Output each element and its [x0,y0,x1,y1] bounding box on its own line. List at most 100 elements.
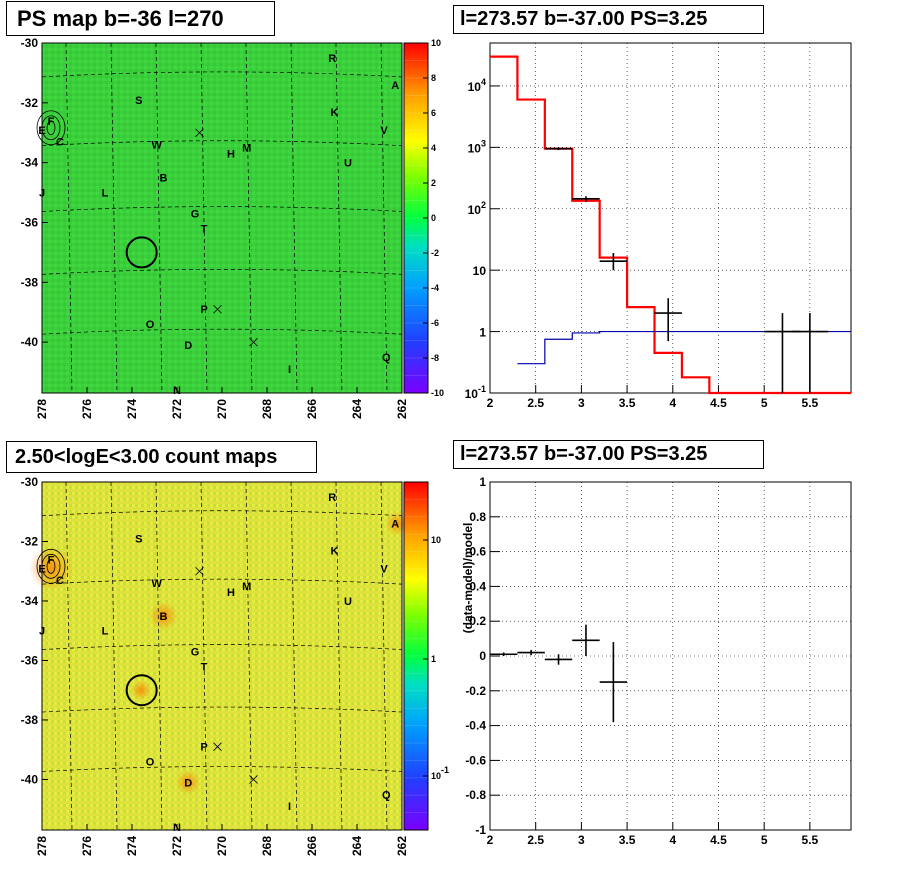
source-label-L: L [102,626,109,638]
bright-region [131,680,151,701]
y-tick-label: -30 [21,36,39,50]
x-tick-label: 276 [80,836,94,856]
x-tick-label: 266 [305,399,319,419]
contour [46,558,56,574]
source-label-C: C [56,137,64,149]
x-tick-label: 2.5 [527,833,544,847]
source-label-U: U [344,158,352,170]
grid-line-lon [335,42,343,394]
y-tick-label: -32 [21,534,39,548]
x-tick-label: 274 [125,399,139,419]
colorbar-tick-label: 10 [431,38,441,48]
source-label-P: P [200,742,207,754]
y-tick-label: -32 [21,96,39,110]
source-label-T: T [201,661,208,673]
x-tick-label: 3 [578,396,585,410]
x-tick-label: 272 [170,836,184,856]
y-tick-label: -40 [21,335,39,349]
source-label-M: M [242,581,251,593]
source-label-R: R [328,492,336,504]
x-tick-label: 4 [669,396,676,410]
bright-region [29,546,73,591]
grid-line-lon [290,42,298,394]
source-label-A: A [391,80,399,92]
x-tick-label: 4 [669,833,676,847]
grid-line-lon [335,481,343,831]
source-label-S: S [135,534,142,546]
grid-line-lon [290,481,298,831]
y-tick-label: -36 [21,653,39,667]
y-tick-label: -36 [21,215,39,229]
background-step-line [517,330,851,365]
source-label-T: T [201,223,208,235]
y-tick-label: 10-1 [465,384,486,401]
x-tick-label: 4.5 [710,833,727,847]
y-tick-label: 0.4 [469,579,486,593]
target-circle [125,236,158,269]
y-tick-label: -34 [21,594,39,608]
contour [46,120,56,136]
y-tick-label: 0.2 [469,614,486,628]
source-label-I: I [288,801,291,813]
source-label-V: V [380,563,388,575]
y-tick-label: -0.6 [465,753,486,767]
source-label-G: G [191,647,200,659]
y-tick-label: -38 [21,275,39,289]
x-tick-label: 5 [761,833,768,847]
contour [36,110,66,146]
y-tick-label: 0 [479,649,486,663]
y-tick-label: 0.6 [469,545,486,559]
y-tick-label: 102 [468,200,486,217]
x-tick-label: 266 [305,836,319,856]
count-map-panel: RASKFEVCWMHUBJLGTPODQIN27827627427227026… [21,475,449,856]
y-tick-label: 10 [473,264,487,278]
x-tick-label: 264 [350,836,364,856]
grid-line-lon [245,481,253,831]
source-cross [195,566,204,576]
source-label-Q: Q [382,789,391,801]
source-label-R: R [328,53,336,65]
x-tick-label: 278 [35,836,49,856]
colorbar-tick-label: 2 [431,178,436,188]
source-cross [249,775,258,784]
source-label-H: H [227,587,235,599]
x-tick-label: 270 [215,836,229,856]
x-tick-label: 264 [350,399,364,419]
y-tick-label: 1 [479,326,486,340]
source-label-B: B [160,173,168,185]
x-tick-label: 2.5 [527,396,544,410]
y-tick-label: 0.8 [469,510,486,524]
source-label-G: G [191,209,200,221]
source-label-F: F [48,116,55,128]
source-label-W: W [152,578,163,590]
colorbar-frame [403,481,429,831]
residual-title: l=273.57 b=-37.00 PS=3.25 [453,440,764,469]
source-cross [213,304,222,314]
x-tick-label: 3 [578,833,585,847]
grid-line-lon [380,42,388,394]
map-area [42,43,402,393]
source-label-A: A [391,519,399,531]
grid-line-lon [110,42,118,394]
source-label-V: V [380,125,388,137]
source-label-L: L [102,188,109,200]
ps-map-title: PS map b=-36 l=270 [6,1,275,36]
x-tick-label: 272 [170,399,184,419]
x-tick-label: 274 [125,836,139,856]
bright-region [176,770,201,795]
source-cross [249,337,258,347]
x-tick-label: 278 [35,399,49,419]
colorbar-tick-label: -10 [431,388,444,398]
y-tick-label: 103 [468,138,486,155]
source-label-W: W [152,140,163,152]
source-label-I: I [288,364,291,376]
x-tick-label: 5 [761,396,768,410]
map-area [42,482,402,830]
grid-line-lon [155,481,163,831]
colorbar-tick-label: -2 [431,248,439,258]
source-label-B: B [160,611,168,623]
source-label-O: O [146,319,155,331]
grid-line-lon [200,481,208,831]
